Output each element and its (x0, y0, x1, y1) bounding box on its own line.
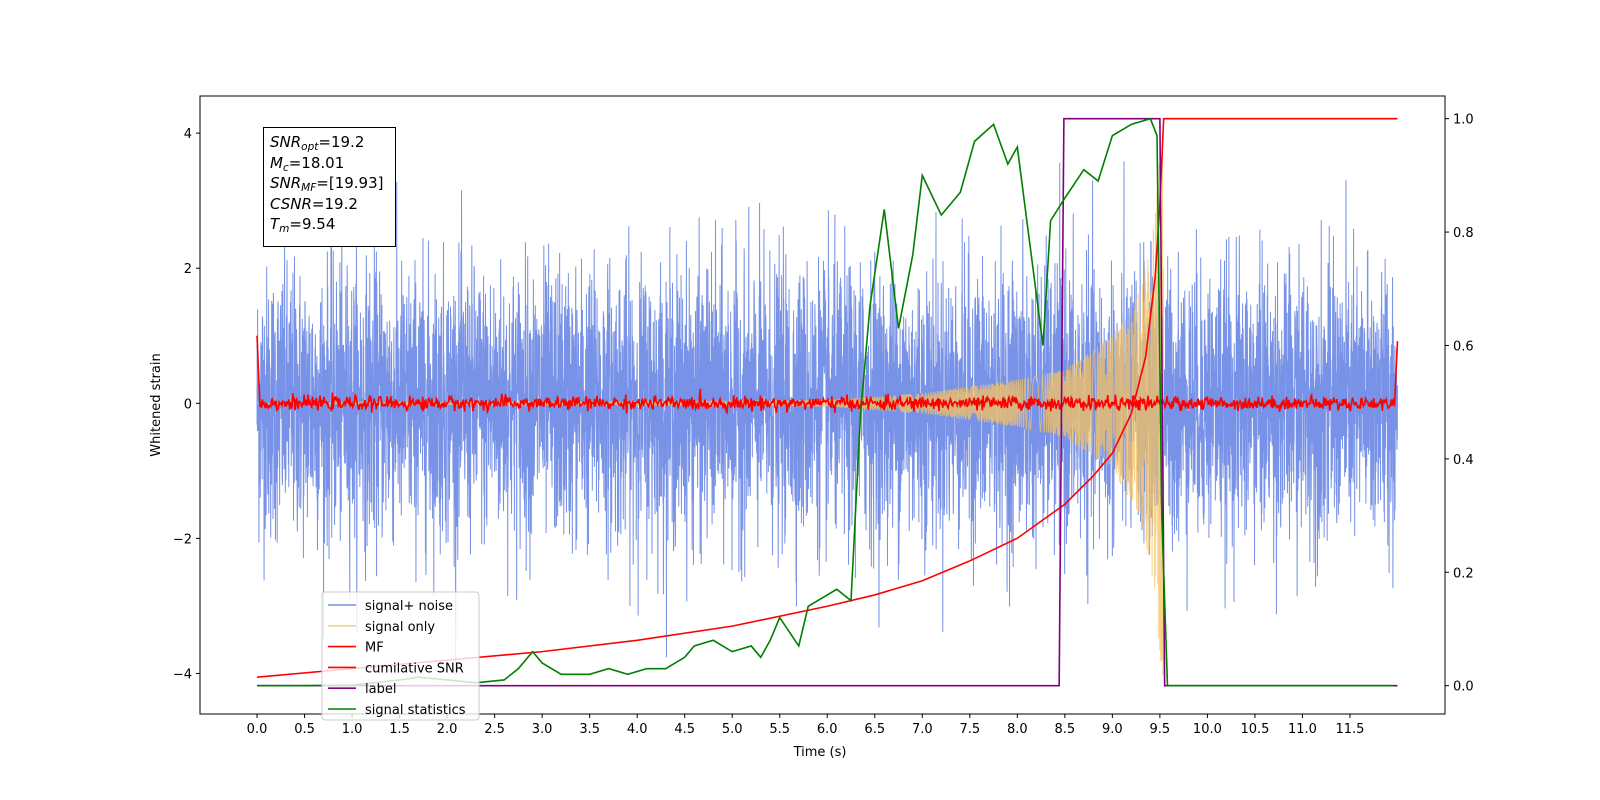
x-tick-label: 5.0 (722, 722, 743, 737)
series-mf (256, 335, 1399, 416)
x-tick-label: 7.5 (959, 722, 980, 737)
x-tick-label: 9.0 (1102, 722, 1123, 737)
series-signal-noise (256, 161, 1398, 675)
y-left-tick-label: 2 (184, 262, 192, 277)
stat-csnr: CSNR=19.2 (270, 194, 358, 213)
series-cumilative-snr (256, 117, 1398, 678)
x-tick-label: 6.5 (864, 722, 885, 737)
legend-label-label: label (365, 682, 396, 697)
legend-signal-only-label: signal only (365, 620, 435, 635)
series-signal-only (257, 150, 1165, 675)
y-left-tick-label: 4 (184, 127, 192, 142)
x-tick-label: 10.0 (1193, 722, 1222, 737)
x-tick-label: 11.0 (1288, 722, 1317, 737)
legend-signal-noise-label: signal+ noise (365, 599, 453, 614)
x-tick-label: 7.0 (912, 722, 933, 737)
y-left-tick-label: 0 (184, 397, 192, 412)
x-tick-label: 1.0 (342, 722, 363, 737)
x-tick-label: 0.5 (294, 722, 315, 737)
legend-signal-statistics-label: signal statistics (365, 703, 466, 718)
stat-merger-time: Tm=9.54 (270, 215, 336, 235)
y-axis-left-ticks: 4 2 0 −2 −4 (173, 127, 200, 682)
legend-cumilative-snr-label: cumilative SNR (365, 661, 464, 676)
y-right-tick-label: 0.8 (1453, 226, 1474, 241)
x-tick-label: 8.5 (1055, 722, 1076, 737)
x-tick-label: 1.5 (389, 722, 410, 737)
x-tick-label: 9.5 (1150, 722, 1171, 737)
y-axis-left-label: Whitened strain (149, 353, 164, 456)
y-right-tick-label: 0.2 (1453, 566, 1474, 581)
stats-box: SNRopt=19.2 Mc=18.01 SNRMF=[19.93] CSNR=… (263, 127, 396, 247)
legend: signal+ noise signal only MF cumilative SNR… (321, 591, 480, 721)
x-tick-label: 2.5 (484, 722, 505, 737)
y-left-tick-label: −2 (173, 532, 192, 547)
x-axis-ticks: 0.0 0.5 1.0 1.5 2.0 2.5 3.0 3.5 4.0 4.5 5.0 5.5 6.0 6… (247, 714, 1364, 737)
x-tick-label: 5.5 (769, 722, 790, 737)
stat-snr-opt: SNRopt=19.2 (270, 133, 365, 153)
x-tick-label: 2.0 (437, 722, 458, 737)
stat-chirp-mass: Mc=18.01 (270, 153, 345, 174)
x-tick-label: 4.0 (627, 722, 648, 737)
x-axis-label: Time (s) (793, 745, 847, 760)
y-right-tick-label: 0.0 (1453, 680, 1474, 695)
y-right-tick-label: 1.0 (1453, 113, 1474, 128)
x-tick-label: 0.0 (247, 722, 268, 737)
legend-mf-label: MF (365, 641, 384, 656)
y-right-tick-label: 0.4 (1453, 453, 1474, 468)
x-tick-label: 6.0 (817, 722, 838, 737)
x-tick-label: 8.0 (1007, 722, 1028, 737)
series-signal-statistics (257, 117, 1393, 687)
y-left-tick-label: −4 (173, 667, 192, 682)
x-tick-label: 10.5 (1240, 722, 1269, 737)
x-tick-label: 4.5 (674, 722, 695, 737)
y-right-tick-label: 0.6 (1453, 339, 1474, 354)
series-layer (256, 117, 1399, 687)
x-tick-label: 3.5 (579, 722, 600, 737)
y-axis-right-ticks: 1.0 0.8 0.6 0.4 0.2 0.0 (1445, 113, 1474, 695)
stat-snr-mf: SNRMF=[19.93] (270, 174, 384, 194)
legend-box (321, 591, 480, 721)
x-tick-label: 11.5 (1335, 722, 1364, 737)
x-tick-label: 3.0 (532, 722, 553, 737)
